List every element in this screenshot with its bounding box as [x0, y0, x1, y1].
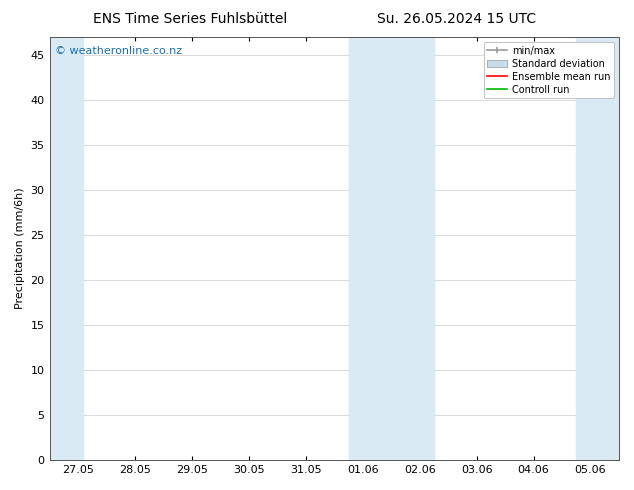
- Y-axis label: Precipitation (mm/6h): Precipitation (mm/6h): [15, 188, 25, 309]
- Text: Su. 26.05.2024 15 UTC: Su. 26.05.2024 15 UTC: [377, 12, 536, 26]
- Bar: [349, 37, 434, 460]
- Legend: min/max, Standard deviation, Ensemble mean run, Controll run: min/max, Standard deviation, Ensemble me…: [484, 42, 614, 98]
- Text: © weatheronline.co.nz: © weatheronline.co.nz: [55, 46, 183, 55]
- Bar: [576, 37, 619, 460]
- Bar: [49, 37, 82, 460]
- Text: ENS Time Series Fuhlsbüttel: ENS Time Series Fuhlsbüttel: [93, 12, 287, 26]
